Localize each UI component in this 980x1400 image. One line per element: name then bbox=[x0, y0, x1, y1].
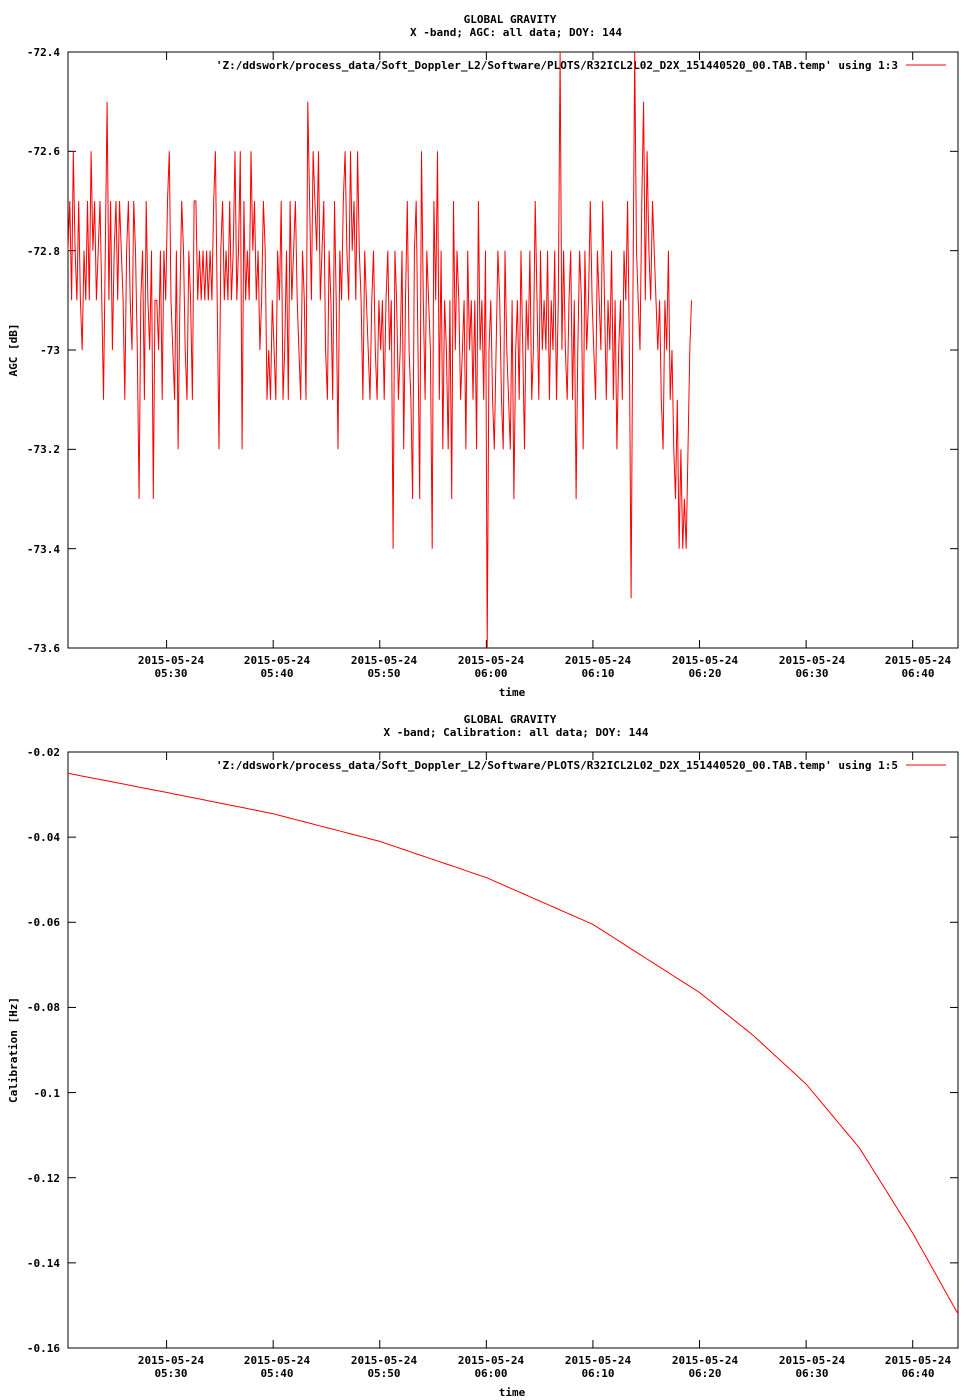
y-tick-label: -0.12 bbox=[27, 1172, 60, 1185]
x-tick-date: 2015-05-24 bbox=[565, 1354, 632, 1367]
y-tick-label: -72.4 bbox=[27, 46, 60, 59]
x-tick-date: 2015-05-24 bbox=[885, 654, 952, 667]
x-tick-date: 2015-05-24 bbox=[458, 1354, 525, 1367]
x-tick-date: 2015-05-24 bbox=[244, 1354, 311, 1367]
y-tick-label: -73.4 bbox=[27, 543, 60, 556]
x-tick-time: 05:50 bbox=[367, 667, 400, 680]
y-tick-label: -73 bbox=[40, 344, 60, 357]
x-axis-label: time bbox=[499, 686, 526, 699]
x-tick-date: 2015-05-24 bbox=[779, 1354, 846, 1367]
x-tick-time: 05:30 bbox=[154, 667, 187, 680]
chart-subtitle: X -band; AGC: all data; DOY: 144 bbox=[410, 26, 622, 39]
series-line-calibration bbox=[67, 772, 959, 1315]
x-tick-time: 06:30 bbox=[795, 667, 828, 680]
legend-label: 'Z:/ddswork/process_data/Soft_Doppler_L2… bbox=[216, 59, 898, 72]
x-tick-time: 06:40 bbox=[901, 1367, 934, 1380]
x-tick-date: 2015-05-24 bbox=[672, 654, 739, 667]
x-axis-label: time bbox=[499, 1386, 526, 1399]
x-tick-date: 2015-05-24 bbox=[565, 654, 632, 667]
x-tick-time: 05:30 bbox=[154, 1367, 187, 1380]
x-tick-date: 2015-05-24 bbox=[672, 1354, 739, 1367]
x-tick-time: 05:40 bbox=[260, 667, 293, 680]
y-tick-label: -0.06 bbox=[27, 916, 60, 929]
y-tick-label: -72.8 bbox=[27, 245, 60, 258]
x-tick-time: 06:20 bbox=[688, 1367, 721, 1380]
x-tick-time: 06:00 bbox=[474, 667, 507, 680]
y-tick-label: -73.6 bbox=[27, 642, 60, 655]
y-axis-label: AGC [dB] bbox=[7, 324, 20, 377]
x-tick-time: 06:40 bbox=[901, 667, 934, 680]
x-tick-date: 2015-05-24 bbox=[351, 654, 418, 667]
x-tick-time: 06:10 bbox=[581, 1367, 614, 1380]
x-tick-date: 2015-05-24 bbox=[458, 654, 525, 667]
axis-ticks bbox=[68, 751, 958, 1349]
y-tick-label: -0.14 bbox=[27, 1257, 60, 1270]
y-tick-label: -73.2 bbox=[27, 443, 60, 456]
y-tick-label: -0.08 bbox=[27, 1001, 60, 1014]
x-tick-date: 2015-05-24 bbox=[885, 1354, 952, 1367]
x-tick-time: 06:20 bbox=[688, 667, 721, 680]
x-tick-date: 2015-05-24 bbox=[138, 654, 205, 667]
x-tick-time: 06:00 bbox=[474, 1367, 507, 1380]
chart-calibration: GLOBAL GRAVITY X -band; Calibration: all… bbox=[7, 713, 959, 1399]
plot-area bbox=[67, 751, 959, 1349]
y-tick-label: -0.04 bbox=[27, 831, 60, 844]
y-axis-label: Calibration [Hz] bbox=[7, 997, 20, 1103]
x-tick-time: 05:40 bbox=[260, 1367, 293, 1380]
chart-title: GLOBAL GRAVITY bbox=[464, 13, 557, 26]
series-line-agc bbox=[67, 51, 692, 649]
x-tick-time: 06:10 bbox=[581, 667, 614, 680]
x-tick-date: 2015-05-24 bbox=[244, 654, 311, 667]
x-tick-date: 2015-05-24 bbox=[779, 654, 846, 667]
x-tick-time: 06:30 bbox=[795, 1367, 828, 1380]
legend-label: 'Z:/ddswork/process_data/Soft_Doppler_L2… bbox=[216, 759, 898, 772]
x-tick-date: 2015-05-24 bbox=[138, 1354, 205, 1367]
chart-subtitle: X -band; Calibration: all data; DOY: 144 bbox=[384, 726, 649, 739]
axis-ticks bbox=[68, 51, 958, 649]
chart-title: GLOBAL GRAVITY bbox=[464, 713, 557, 726]
y-tick-label: -72.6 bbox=[27, 145, 60, 158]
y-tick-label: -0.1 bbox=[34, 1087, 61, 1100]
x-tick-date: 2015-05-24 bbox=[351, 1354, 418, 1367]
y-tick-label: -0.16 bbox=[27, 1342, 60, 1355]
y-tick-label: -0.02 bbox=[27, 746, 60, 759]
chart-agc: GLOBAL GRAVITY X -band; AGC: all data; D… bbox=[7, 13, 959, 699]
x-tick-time: 05:50 bbox=[367, 1367, 400, 1380]
